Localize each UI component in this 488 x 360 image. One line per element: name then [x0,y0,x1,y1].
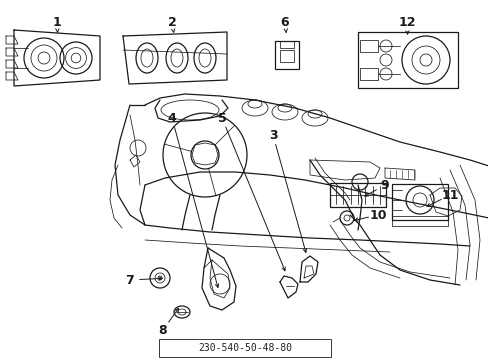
Text: 2: 2 [167,15,176,28]
Text: 3: 3 [268,129,277,141]
Text: 7: 7 [125,274,134,287]
Bar [359,68,377,80]
Bar [274,41,298,69]
Text: 1: 1 [53,15,61,28]
Bar [391,184,447,220]
Text: 8: 8 [159,324,167,337]
Text: 11: 11 [440,189,458,202]
Text: 10: 10 [368,208,386,221]
Bar [329,183,385,207]
Text: 4: 4 [167,112,176,125]
Bar [357,32,457,88]
Bar [359,40,377,52]
Text: 6: 6 [280,15,289,28]
Bar [280,50,293,62]
Text: 12: 12 [397,15,415,28]
Text: 230-540-50-48-80: 230-540-50-48-80 [198,343,291,353]
Text: 5: 5 [217,112,226,125]
Bar [280,41,293,48]
FancyBboxPatch shape [159,339,330,357]
Text: 9: 9 [380,179,388,192]
Bar [391,216,447,226]
